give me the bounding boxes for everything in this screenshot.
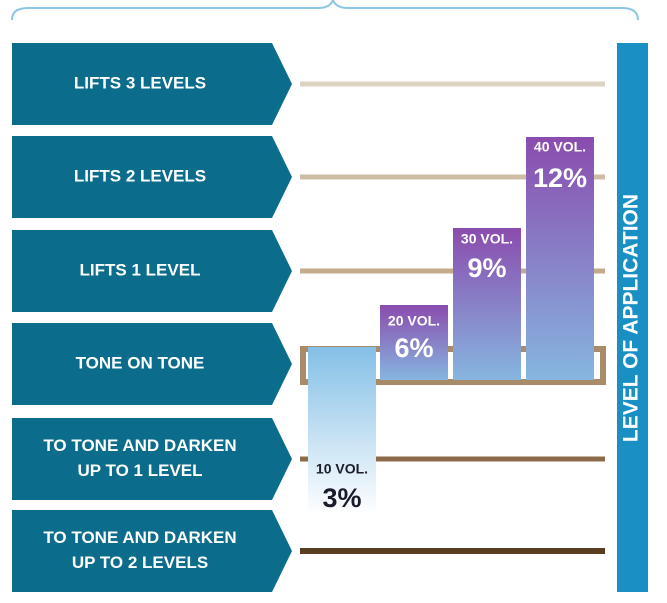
level-box bbox=[12, 136, 292, 218]
bar-volume: 20 VOL. bbox=[388, 313, 440, 329]
bar-percent: 9% bbox=[467, 253, 506, 283]
bar-percent: 6% bbox=[394, 333, 433, 363]
bar-percent: 12% bbox=[533, 163, 587, 193]
level-label: TONE ON TONE bbox=[76, 353, 205, 372]
axis-title: LEVEL OF APPLICATION bbox=[620, 194, 643, 442]
level-box bbox=[12, 230, 292, 312]
level-label: TO TONE AND DARKEN bbox=[43, 528, 236, 547]
level-label: UP TO 2 LEVELS bbox=[72, 553, 208, 572]
axis-bar bbox=[617, 43, 648, 592]
level-label: LIFTS 1 LEVEL bbox=[80, 260, 201, 279]
bar-percent: 3% bbox=[322, 483, 361, 513]
brace bbox=[11, 0, 639, 21]
bar bbox=[380, 305, 448, 380]
level-label: LIFTS 3 LEVELS bbox=[74, 73, 206, 92]
level-box bbox=[12, 418, 292, 500]
level-label: LIFTS 2 LEVELS bbox=[74, 166, 206, 185]
level-box bbox=[12, 510, 292, 592]
bar-volume: 10 VOL. bbox=[316, 461, 368, 477]
level-label: TO TONE AND DARKEN bbox=[43, 436, 236, 455]
bar bbox=[526, 137, 594, 380]
level-box bbox=[12, 323, 292, 405]
bar-volume: 30 VOL. bbox=[461, 231, 513, 247]
level-label: UP TO 1 LEVEL bbox=[77, 461, 202, 480]
bar-volume: 40 VOL. bbox=[534, 139, 586, 155]
level-box bbox=[12, 43, 292, 125]
bar bbox=[308, 347, 376, 515]
bar bbox=[453, 228, 521, 380]
